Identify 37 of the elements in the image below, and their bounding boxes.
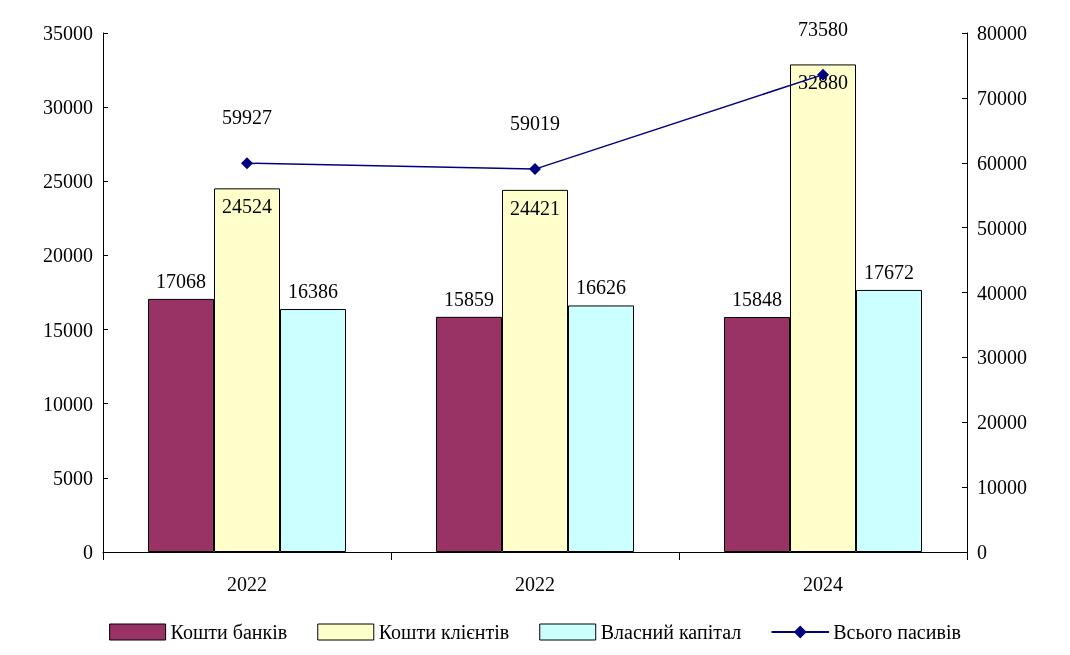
data-label: 59927 <box>222 106 272 129</box>
data-label: 24421 <box>510 196 560 219</box>
point <box>241 157 253 170</box>
x-tick-label: 2024 <box>803 573 843 595</box>
x-tick-label: 2022 <box>515 573 555 595</box>
y-tick-label: 25000 <box>43 170 93 193</box>
y-tick-label: 10000 <box>43 392 93 415</box>
y2-tick-label: 10000 <box>977 476 1027 499</box>
point <box>529 163 541 176</box>
y2-tick-label: 50000 <box>977 216 1027 239</box>
y-tick-label: 0 <box>83 541 93 563</box>
data-label: 16626 <box>576 276 626 299</box>
y-tick-label: 5000 <box>53 466 93 489</box>
data-label: 17672 <box>864 260 914 283</box>
y2-tick-label: 70000 <box>977 86 1027 109</box>
data-label: 73580 <box>798 17 848 40</box>
data-label: 17068 <box>156 269 206 292</box>
legend-label: Всього пасивів <box>833 621 961 643</box>
data-label: 15859 <box>444 287 494 310</box>
data-label: 15848 <box>732 288 782 310</box>
y2-tick-label: 20000 <box>977 411 1027 434</box>
legend-label: Кошти банків <box>170 621 288 643</box>
data-label: 24524 <box>222 195 272 218</box>
legend-label: Власний капітал <box>600 621 742 643</box>
data-label: 16386 <box>288 280 338 303</box>
y-tick-label: 35000 <box>43 22 93 44</box>
y-tick-label: 30000 <box>43 96 93 119</box>
y-tick-label: 20000 <box>43 244 93 267</box>
y2-tick-label: 60000 <box>977 151 1027 174</box>
data-label: 59019 <box>510 112 560 135</box>
legend-label: Кошти клієнтів <box>378 621 510 643</box>
y-tick-label: 15000 <box>43 318 93 341</box>
y2-tick-label: 40000 <box>977 281 1027 304</box>
y2-tick-label: 30000 <box>977 346 1027 369</box>
y2-tick-label: 0 <box>977 541 987 563</box>
x-tick-label: 2022 <box>227 573 267 595</box>
y2-tick-label: 80000 <box>977 22 1027 44</box>
